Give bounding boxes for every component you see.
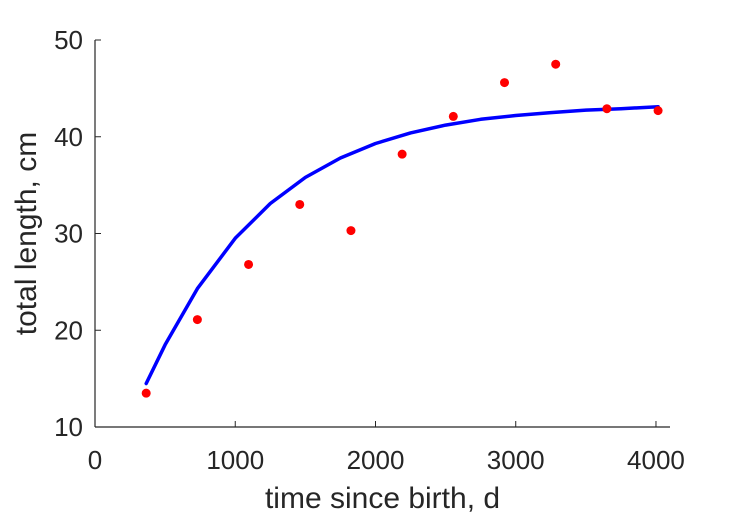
x-tick-label: 2000 <box>347 445 405 475</box>
data-point <box>602 104 612 114</box>
y-tick-label: 30 <box>54 219 83 249</box>
y-tick-label: 10 <box>54 412 83 442</box>
x-axis-label: time since birth, d <box>265 482 500 515</box>
data-point <box>653 106 663 116</box>
data-point <box>500 78 510 88</box>
data-point <box>141 388 151 398</box>
data-point <box>295 199 305 209</box>
tick-labels: 0 1000 2000 3000 4000 10 20 30 40 50 <box>54 25 685 475</box>
y-tick-label: 20 <box>54 315 83 345</box>
data-point <box>346 226 356 236</box>
data-point <box>397 149 407 159</box>
data-point <box>192 315 202 325</box>
data-point <box>551 59 561 69</box>
y-axis-label: total length, cm <box>10 132 43 335</box>
y-tick-label: 40 <box>54 122 83 152</box>
x-tick-label: 4000 <box>627 445 685 475</box>
x-tick-label: 3000 <box>487 445 545 475</box>
fit-curve-layer <box>144 105 660 386</box>
x-tick-label: 0 <box>88 445 102 475</box>
axes <box>94 39 670 428</box>
data-points-layer <box>141 59 663 398</box>
data-point <box>244 259 254 269</box>
fit-curve <box>144 105 660 386</box>
y-tick-label: 50 <box>54 25 83 55</box>
data-point <box>448 111 458 121</box>
x-tick-label: 1000 <box>206 445 264 475</box>
